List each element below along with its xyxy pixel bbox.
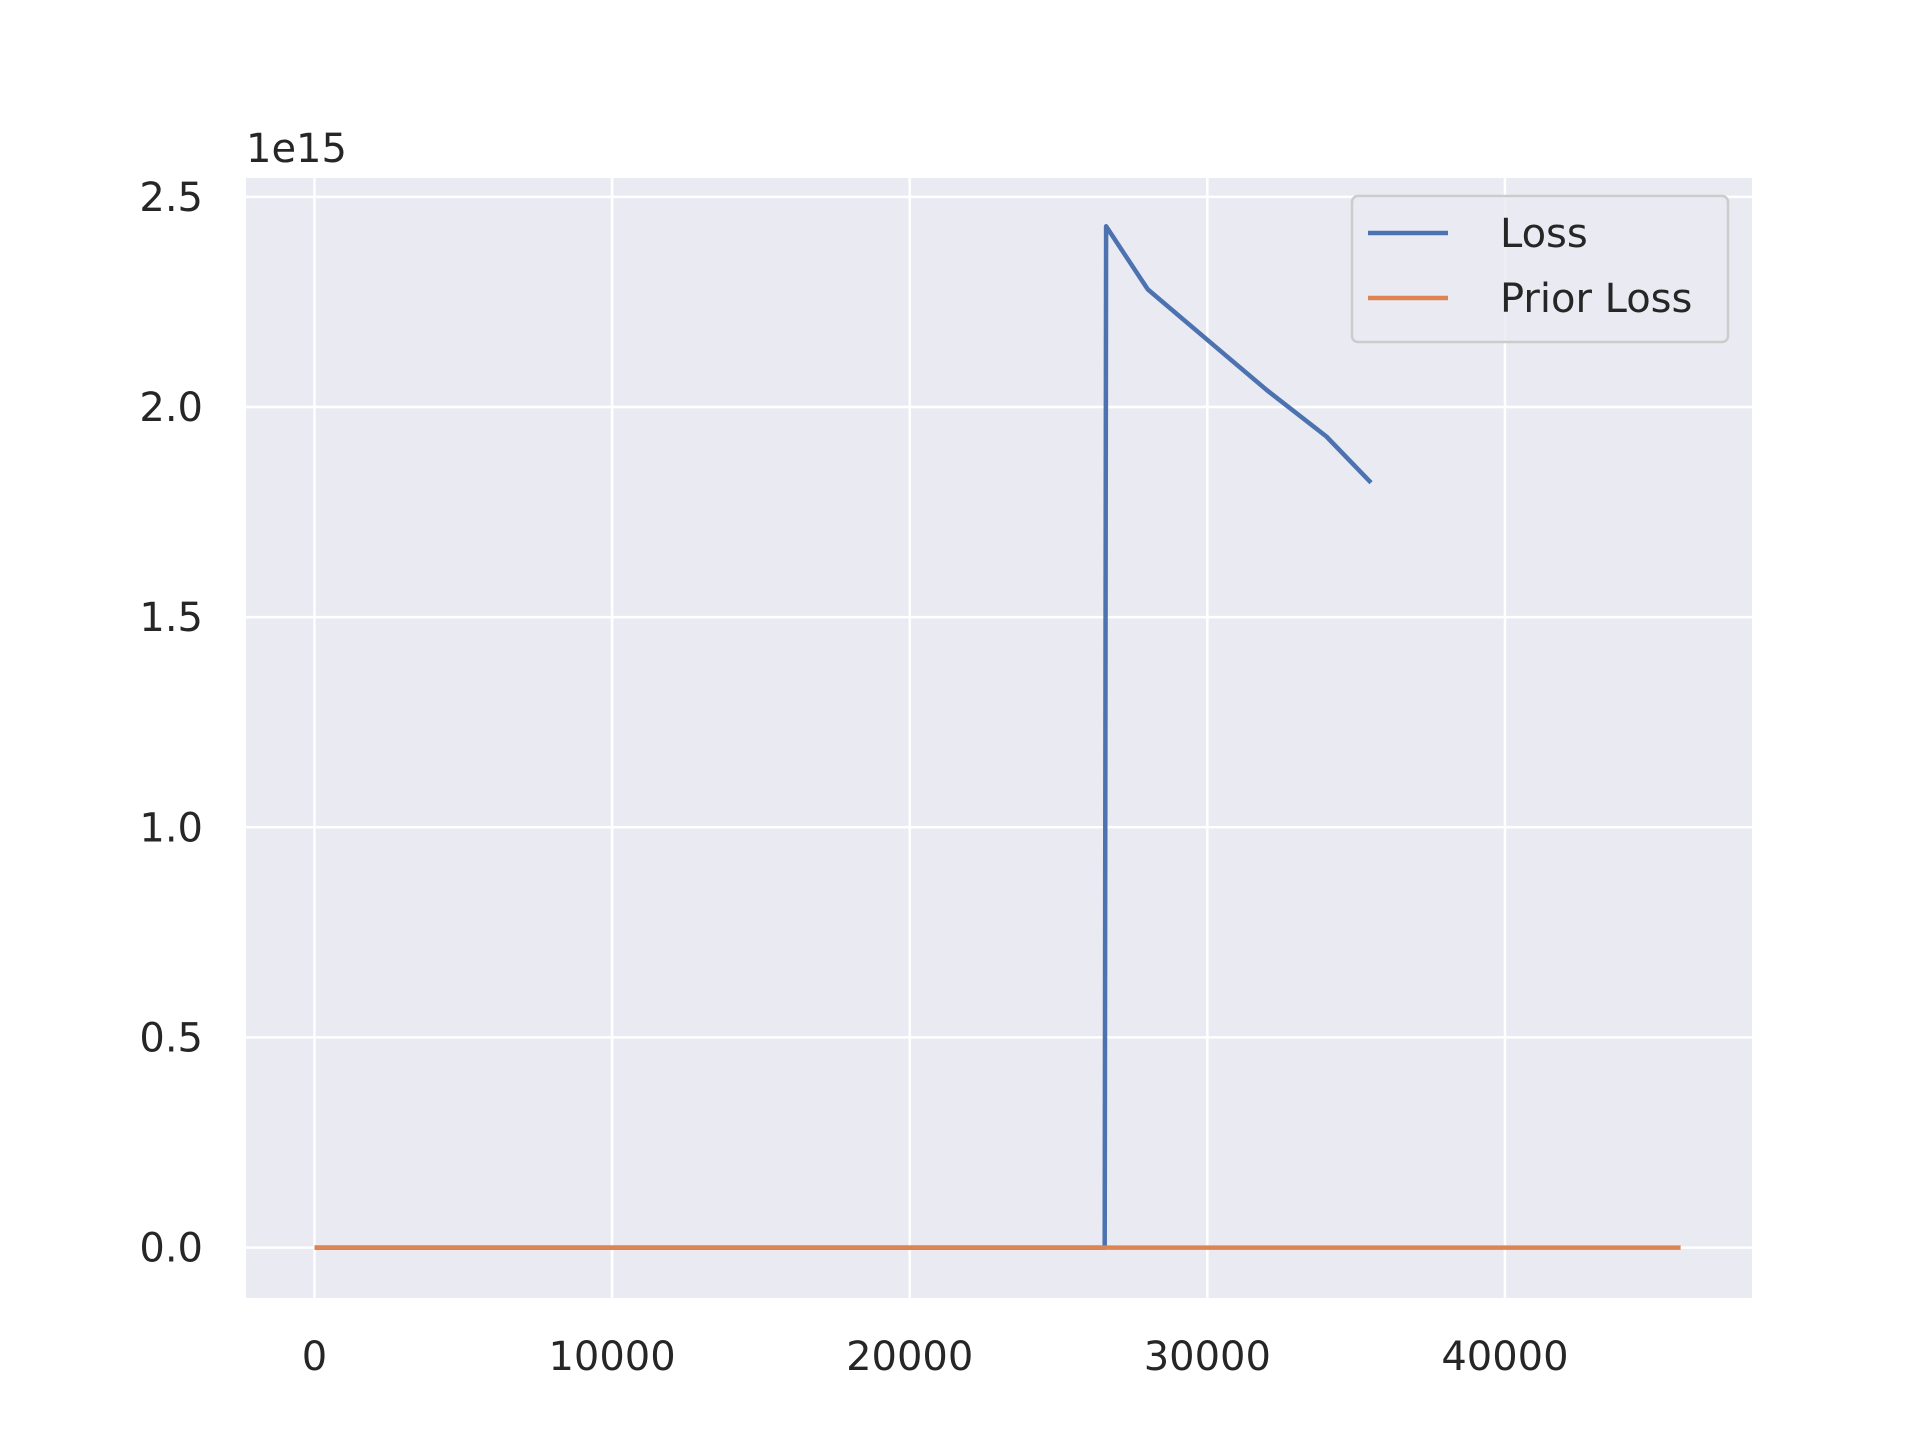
y-tick-label: 1.5 (139, 595, 203, 641)
y-tick-label: 2.0 (139, 385, 203, 431)
x-tick-label: 10000 (548, 1334, 675, 1380)
x-tick-label: 0 (302, 1334, 327, 1380)
series-lines (314, 224, 1681, 1250)
legend: Loss Prior Loss (1350, 194, 1730, 344)
x-axis-ticks: 0 10000 20000 30000 40000 (302, 1334, 1569, 1380)
x-tick-label: 20000 (846, 1334, 973, 1380)
y-axis-ticks: 0.0 0.5 1.0 1.5 2.0 2.5 (139, 175, 203, 1272)
legend-label: Prior Loss (1500, 276, 1692, 322)
y-tick-label: 0.0 (139, 1226, 203, 1272)
x-tick-label: 30000 (1144, 1334, 1271, 1380)
plot-area (246, 178, 1752, 1298)
y-axis-offset-label: 1e15 (246, 126, 347, 172)
y-tick-label: 1.0 (139, 805, 203, 851)
y-tick-label: 2.5 (139, 175, 203, 221)
legend-label: Loss (1500, 211, 1588, 257)
x-tick-label: 40000 (1441, 1334, 1568, 1380)
y-tick-label: 0.5 (139, 1015, 203, 1061)
